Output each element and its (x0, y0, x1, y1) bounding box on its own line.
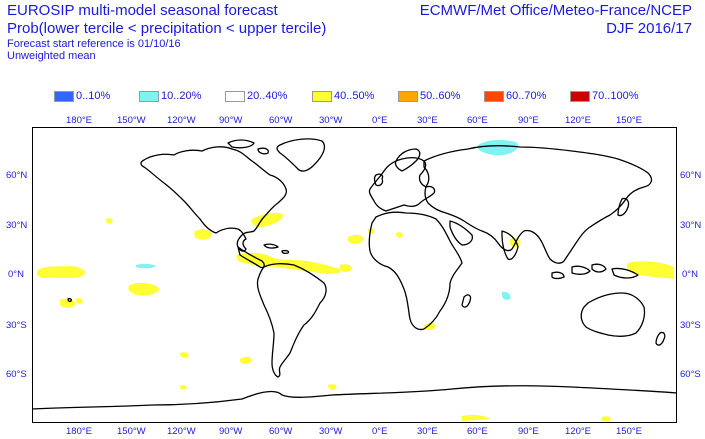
legend-swatch (484, 90, 504, 102)
legend-item-0-10: 0..10% (54, 88, 110, 104)
legend-item-70-100: 70..100% (570, 88, 638, 104)
lon-label: 90°E (518, 426, 539, 437)
lon-label: 180°E (66, 115, 92, 126)
legend-swatch (225, 90, 245, 102)
lon-label: 90°E (518, 115, 539, 126)
legend-swatch (570, 90, 590, 102)
map-title: EUROSIP multi-model seasonal forecast (7, 2, 278, 19)
lon-label: 150°W (117, 115, 146, 126)
map-subtitle: Prob(lower tercile < precipitation < upp… (7, 20, 327, 37)
lon-label: 90°W (219, 115, 243, 126)
legend-label: 0..10% (76, 90, 111, 102)
lon-label: 30°W (319, 426, 343, 437)
legend-label: 60..70% (506, 90, 547, 102)
lon-label: 180°E (66, 426, 92, 437)
central-pacific-blue (136, 263, 156, 269)
lat-label: 30°S (6, 320, 27, 331)
weighting-note: Unweighted mean (7, 50, 96, 62)
north-america-coast (140, 146, 288, 252)
indian-ocean-blue (502, 291, 511, 300)
lon-label: 150°E (616, 426, 642, 437)
legend-swatch (398, 90, 418, 102)
lat-label: 0°N (682, 269, 698, 280)
antarctica-coast (31, 385, 678, 410)
lon-label: 90°W (219, 426, 243, 437)
shading-10-20 (136, 140, 519, 300)
equatorial-atlantic-yellow (348, 234, 364, 244)
map-frame (32, 127, 677, 423)
lon-label: 30°E (417, 115, 438, 126)
legend-item-10-20: 10..20% (139, 88, 201, 104)
lon-label: 60°W (269, 426, 293, 437)
lon-label: 30°E (417, 426, 438, 437)
lon-label: 0°E (372, 115, 388, 126)
equatorial-pacific-yellow (36, 266, 86, 278)
legend-label: 20..40% (247, 90, 288, 102)
lon-label: 60°W (269, 115, 293, 126)
lon-label: 30°W (319, 115, 343, 126)
lat-label: 30°N (6, 220, 28, 231)
legend-label: 70..100% (592, 90, 639, 102)
lat-label: 60°N (6, 170, 28, 181)
lon-label: 60°E (467, 115, 488, 126)
caribbean-yellow (236, 252, 341, 274)
legend-swatch (54, 90, 74, 102)
legend-label: 50..60% (420, 90, 461, 102)
lat-label: 60°N (680, 170, 702, 181)
central-asia-blue (478, 140, 519, 156)
lat-label: 60°S (680, 369, 701, 380)
shading-40-50 (36, 212, 674, 421)
europe-coast (368, 157, 436, 212)
south-america-coast (256, 263, 327, 378)
lon-label: 120°E (565, 115, 591, 126)
legend-label: 40..50% (334, 90, 375, 102)
greenland-coast (276, 138, 326, 172)
legend-item-60-70: 60..70% (484, 88, 546, 104)
legend: 0..10% 10..20% 20..40% 40..50% 50..60% 6… (0, 88, 705, 104)
legend-swatch (312, 90, 332, 102)
coastlines (31, 138, 678, 410)
lon-label: 150°W (117, 426, 146, 437)
centres-label: ECMWF/Met Office/Meteo-France/NCEP (419, 2, 692, 19)
legend-label: 10..20% (161, 90, 202, 102)
legend-swatch (139, 90, 159, 102)
legend-item-40-50: 40..50% (312, 88, 374, 104)
legend-item-20-40: 20..40% (225, 88, 287, 104)
lon-label: 150°E (616, 115, 642, 126)
lat-label: 30°N (680, 220, 702, 231)
right-header: ECMWF/Met Office/Meteo-France/NCEP DJF 2… (420, 2, 692, 38)
start-reference: Forecast start reference is 01/10/16 (7, 38, 181, 50)
lat-label: 0°N (8, 269, 24, 280)
lon-label: 120°E (565, 426, 591, 437)
world-map (31, 127, 678, 423)
period-label: DJF 2016/17 (606, 20, 692, 37)
australia-coast (580, 292, 646, 337)
legend-item-50-60: 50..60% (398, 88, 460, 104)
lat-label: 60°S (6, 369, 27, 380)
lon-label: 120°W (167, 426, 196, 437)
asia-coast (423, 145, 653, 264)
africa-coast (368, 211, 463, 331)
lon-label: 60°E (467, 426, 488, 437)
lon-label: 0°E (372, 426, 388, 437)
lat-label: 30°S (680, 320, 701, 331)
title-block: EUROSIP multi-model seasonal forecast Pr… (7, 2, 326, 62)
lon-label: 120°W (167, 115, 196, 126)
